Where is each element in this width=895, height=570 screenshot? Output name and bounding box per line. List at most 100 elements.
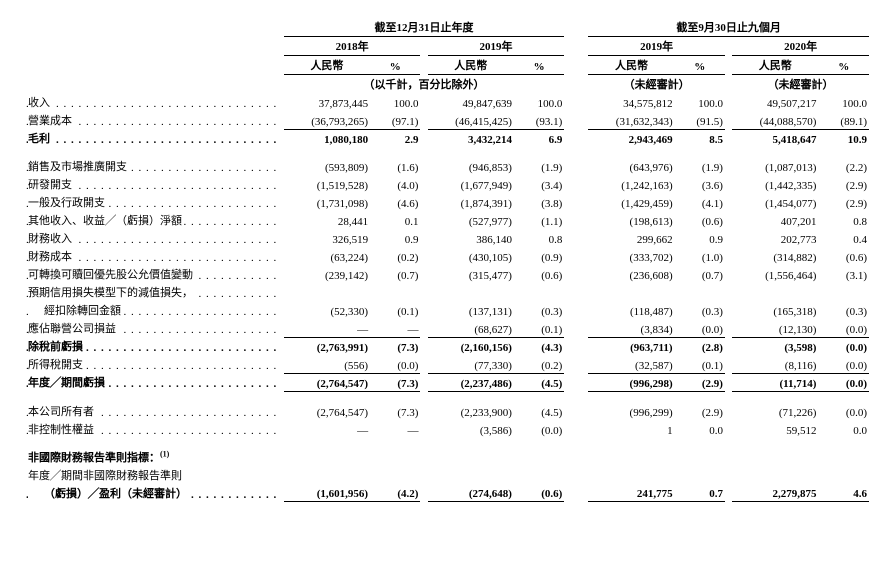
table-row: . . . . . . . . . . . . . . . . . . . . …	[26, 111, 869, 129]
table-row: . . . . . . . . . . . . . . . . . . . . …	[26, 484, 869, 502]
cell-value: 49,507,217	[732, 93, 818, 111]
cell-value: (1,454,077)	[732, 193, 818, 211]
cell-pct: (0.9)	[514, 247, 564, 265]
cell-pct: (0.6)	[514, 484, 564, 502]
hdr-nine-months: 截至9月30日止九個月	[588, 18, 869, 37]
row-label: 非國際財務報告準則指標：(1)	[26, 448, 284, 466]
header-years: 2018年 2019年 2019年 2020年	[26, 37, 869, 56]
cell-pct	[675, 466, 725, 484]
unit-note: （以千計，百分比除外）	[284, 75, 565, 94]
cell-pct	[370, 466, 420, 484]
cell-pct: —	[370, 420, 420, 438]
cell-value: 5,418,647	[732, 129, 818, 147]
cell-pct	[675, 448, 725, 466]
cell-value: (3,834)	[588, 319, 674, 337]
cell-pct: (0.0)	[818, 319, 869, 337]
cell-value: 3,432,214	[428, 129, 514, 147]
hdr-pct: %	[370, 56, 420, 75]
hdr-nm2019: 2019年	[588, 37, 725, 56]
cell-pct: (0.0)	[818, 402, 869, 420]
cell-value: (643,976)	[588, 157, 674, 175]
cell-pct: (4.5)	[514, 402, 564, 420]
table-row: 年度╱期間非國際財務報告準則	[26, 466, 869, 484]
cell-pct: 0.4	[818, 229, 869, 247]
cell-value: (556)	[284, 355, 370, 373]
cell-pct: (4.2)	[370, 484, 420, 502]
cell-value	[732, 283, 818, 301]
cell-pct	[675, 283, 725, 301]
cell-pct: (0.0)	[370, 355, 420, 373]
cell-value: (2,160,156)	[428, 337, 514, 355]
cell-pct: 0.8	[514, 229, 564, 247]
cell-value: (239,142)	[284, 265, 370, 283]
cell-pct: 2.9	[370, 129, 420, 147]
cell-pct: 0.9	[675, 229, 725, 247]
table-row: . . . . . . . . . . . . . . . . . . . . …	[26, 337, 869, 355]
hdr-rmb: 人民幣	[428, 56, 514, 75]
cell-pct: (0.1)	[675, 355, 725, 373]
cell-value: 241,775	[588, 484, 674, 502]
hdr-pct: %	[514, 56, 564, 75]
cell-pct	[514, 466, 564, 484]
cell-pct: (91.5)	[675, 111, 725, 129]
cell-value: (315,477)	[428, 265, 514, 283]
cell-value: (3,586)	[428, 420, 514, 438]
cell-pct: (0.1)	[514, 319, 564, 337]
cell-value: (44,088,570)	[732, 111, 818, 129]
table-row: 非國際財務報告準則指標：(1)	[26, 448, 869, 466]
cell-value: 49,847,639	[428, 93, 514, 111]
cell-value: (2,237,486)	[428, 373, 514, 391]
cell-value: (1,087,013)	[732, 157, 818, 175]
cell-pct: (0.7)	[370, 265, 420, 283]
cell-value	[428, 466, 514, 484]
financial-table: 截至12月31日止年度 截至9月30日止九個月 2018年 2019年 2019…	[26, 18, 869, 502]
cell-value: (198,613)	[588, 211, 674, 229]
cell-value: —	[284, 420, 370, 438]
cell-pct: (1.9)	[514, 157, 564, 175]
row-label: . . . . . . . . . . . . . . . . . . . . …	[26, 355, 284, 373]
row-label: . . . . . . . . . . . . . . . . . . . . …	[26, 93, 284, 111]
cell-value: (1,242,163)	[588, 175, 674, 193]
cell-pct: (0.3)	[514, 301, 564, 319]
cell-pct: (0.3)	[675, 301, 725, 319]
cell-pct: 0.8	[818, 211, 869, 229]
cell-pct: 8.5	[675, 129, 725, 147]
cell-pct: (4.6)	[370, 193, 420, 211]
table-row: . . . . . . . . . . . . . . . . . . . . …	[26, 93, 869, 111]
cell-pct: (7.3)	[370, 402, 420, 420]
cell-pct: (2.9)	[818, 175, 869, 193]
cell-value: (46,415,425)	[428, 111, 514, 129]
row-label: . . . . . . . . . . . . . . . . . . . . …	[26, 373, 284, 391]
table-row: . . . . . . . . . . . . . . . . . . . . …	[26, 265, 869, 283]
table-row: . . . . . . . . . . . . . . . . . . . . …	[26, 157, 869, 175]
table-row: . . . . . . . . . . . . . . . . . . . . …	[26, 402, 869, 420]
cell-value: (236,608)	[588, 265, 674, 283]
cell-value: (68,627)	[428, 319, 514, 337]
cell-pct: (1.9)	[675, 157, 725, 175]
hdr-pct: %	[818, 56, 869, 75]
cell-value: (333,702)	[588, 247, 674, 265]
cell-value: 326,519	[284, 229, 370, 247]
cell-pct: 100.0	[514, 93, 564, 111]
cell-pct: 0.9	[370, 229, 420, 247]
cell-value: (1,429,459)	[588, 193, 674, 211]
hdr-2019: 2019年	[428, 37, 565, 56]
cell-pct	[370, 448, 420, 466]
row-label: . . . . . . . . . . . . . . . . . . . . …	[26, 420, 284, 438]
cell-value: (1,677,949)	[428, 175, 514, 193]
cell-pct: 100.0	[370, 93, 420, 111]
cell-value: (1,601,956)	[284, 484, 370, 502]
table-row: . . . . . . . . . . . . . . . . . . . . …	[26, 129, 869, 147]
header-units: 人民幣 % 人民幣 % 人民幣 % 人民幣 %	[26, 56, 869, 75]
hdr-2018: 2018年	[284, 37, 421, 56]
cell-value: (2,764,547)	[284, 402, 370, 420]
cell-pct	[818, 283, 869, 301]
cell-value: (3,598)	[732, 337, 818, 355]
cell-value: (8,116)	[732, 355, 818, 373]
cell-pct: (0.0)	[675, 319, 725, 337]
cell-value: (2,233,900)	[428, 402, 514, 420]
cell-value: 299,662	[588, 229, 674, 247]
cell-pct: (0.2)	[370, 247, 420, 265]
cell-value	[732, 448, 818, 466]
cell-pct: (2.9)	[818, 193, 869, 211]
